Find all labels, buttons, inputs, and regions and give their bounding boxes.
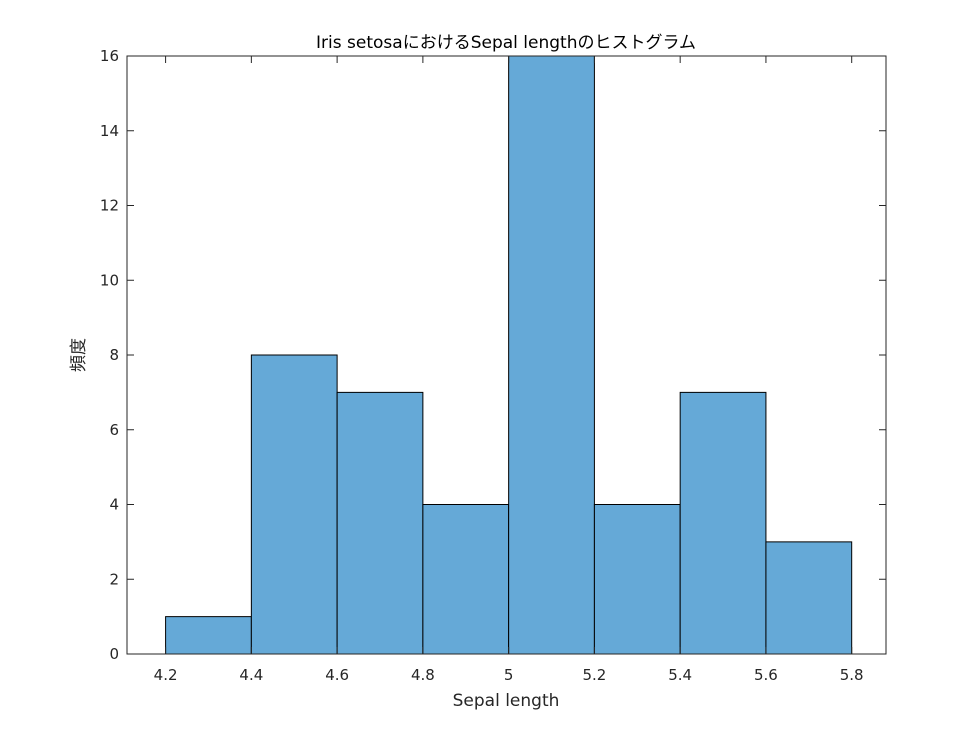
axis-ticks: 4.2 4.4 4.6 4.8 5 5.2 5.4 5.6 5.8 0 2 4 6 8 10 12 14 16 <box>100 47 886 684</box>
y-tick-label: 10 <box>100 271 119 289</box>
x-tick-label: 5.8 <box>840 666 864 684</box>
y-tick-label: 8 <box>109 346 119 364</box>
histogram-bar <box>765 541 853 655</box>
x-axis-label: Sepal length <box>453 691 560 711</box>
y-tick-label: 16 <box>100 47 119 65</box>
x-tick-label: 4.8 <box>411 666 435 684</box>
histogram-bar <box>336 391 424 655</box>
y-tick-label: 12 <box>100 197 119 215</box>
x-tick-label: 4.4 <box>239 666 263 684</box>
chart-title: Iris setosaにおけるSepal lengthのヒストグラム <box>316 33 696 53</box>
histogram-bars <box>165 55 853 655</box>
x-tick-label: 4.6 <box>325 666 349 684</box>
histogram-bar <box>250 354 338 655</box>
histogram-bar <box>508 55 595 655</box>
histogram-bar <box>165 616 252 655</box>
y-axis-label: 頻度 <box>69 338 89 372</box>
x-tick-label: 5.6 <box>754 666 778 684</box>
y-tick-label: 2 <box>109 570 119 588</box>
y-tick-label: 14 <box>100 122 119 140</box>
x-tick-label: 4.2 <box>154 666 178 684</box>
x-tick-label: 5.2 <box>582 666 606 684</box>
x-tick-label: 5.4 <box>668 666 692 684</box>
y-tick-label: 4 <box>109 496 119 514</box>
histogram-bar <box>593 504 681 655</box>
y-tick-label: 0 <box>109 645 119 663</box>
x-tick-label: 5 <box>504 666 514 684</box>
y-tick-label: 6 <box>109 421 119 439</box>
histogram-bar <box>422 504 510 655</box>
histogram-bar <box>679 391 767 655</box>
axes-box <box>126 55 887 655</box>
